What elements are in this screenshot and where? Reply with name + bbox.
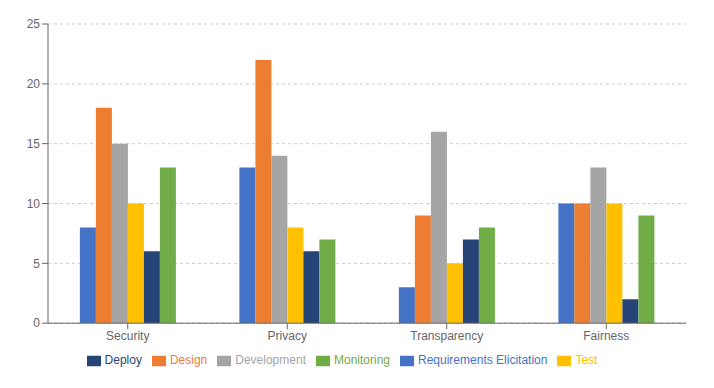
html-text:Requirements Elicitation: Requirements Elicitation	[418, 353, 548, 368]
html-text:Deploy: Deploy	[104, 353, 142, 368]
svg-text:Privacy: Privacy	[268, 329, 307, 343]
html-text:Development: Development	[235, 353, 306, 368]
svg-text:Security: Security	[106, 329, 149, 343]
svg-text:25: 25	[27, 17, 41, 31]
svg-text:Transparency: Transparency	[410, 329, 483, 343]
svg-text:5: 5	[33, 257, 40, 271]
html-text:Monitoring: Monitoring	[334, 353, 390, 368]
html-text:Design: Design	[169, 353, 208, 368]
svg-text:15: 15	[27, 137, 41, 151]
svg-text:Fairness: Fairness	[583, 329, 629, 343]
svg-text:0: 0	[33, 316, 40, 330]
svg-text:10: 10	[27, 197, 41, 211]
html-text:Test: Test	[575, 353, 598, 368]
svg-text:20: 20	[27, 77, 41, 91]
